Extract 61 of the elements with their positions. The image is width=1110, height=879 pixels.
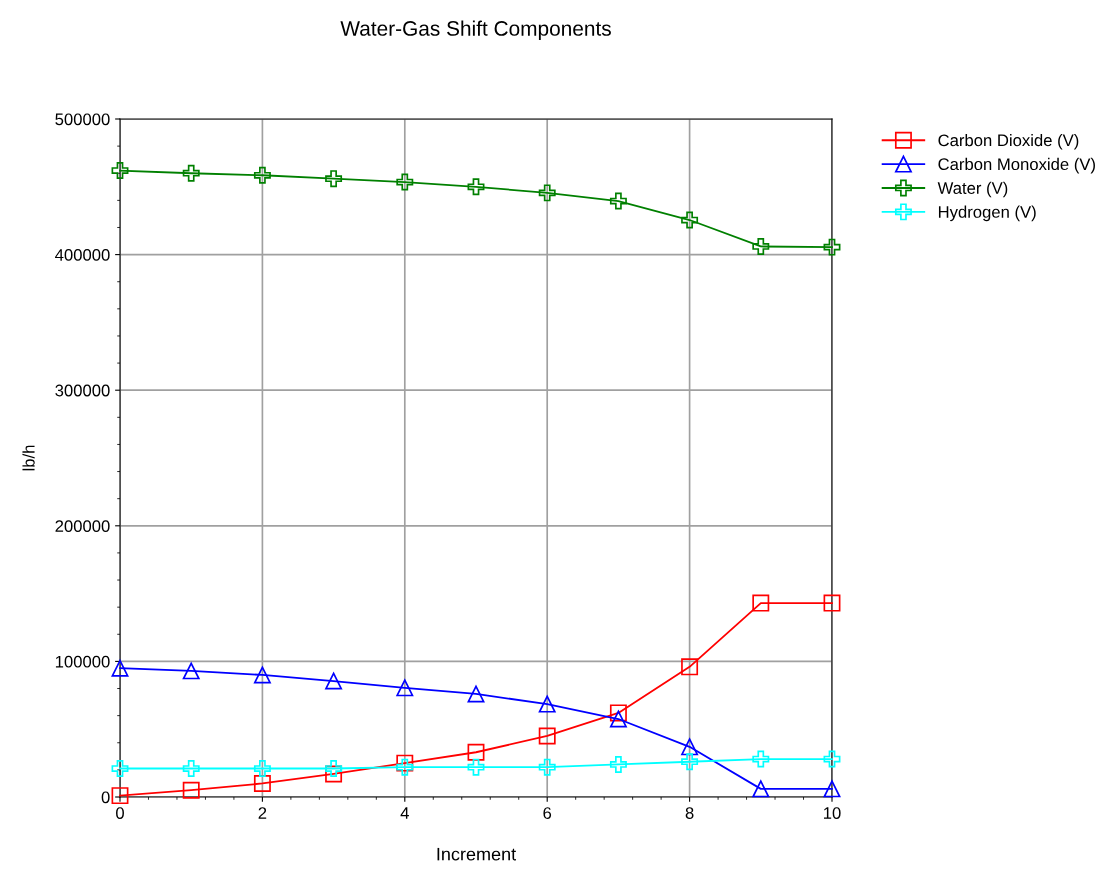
x-axis-title: Increment xyxy=(437,847,517,861)
point xyxy=(609,755,627,773)
point xyxy=(467,178,485,196)
legend-label: Water (V) xyxy=(937,181,1008,198)
y-tick-label: 400000 xyxy=(55,249,110,261)
point xyxy=(538,727,556,745)
x-tick-label: 10 xyxy=(824,807,841,819)
point xyxy=(752,594,770,612)
point xyxy=(538,695,556,713)
point xyxy=(609,704,627,722)
x-tick-label: 6 xyxy=(543,807,552,819)
chart-title: Water-Gas Shift Components xyxy=(340,20,611,40)
point xyxy=(253,774,271,792)
y-tick-label: 0 xyxy=(101,791,110,804)
y-tick-label: 300000 xyxy=(55,384,110,397)
point xyxy=(253,166,271,184)
point xyxy=(325,760,343,777)
x-tick-label: 8 xyxy=(685,807,694,819)
point xyxy=(609,710,627,728)
point xyxy=(111,787,129,805)
y-tick-label: 500000 xyxy=(55,113,110,126)
point xyxy=(396,758,414,776)
point xyxy=(182,662,200,680)
point xyxy=(325,170,343,188)
point xyxy=(111,760,129,777)
x-tick-label: 0 xyxy=(116,807,124,819)
point xyxy=(467,685,485,703)
y-tick-label: 200000 xyxy=(55,520,110,532)
point xyxy=(111,659,129,677)
point xyxy=(752,750,770,768)
legend-label: Carbon Monoxide (V) xyxy=(938,157,1095,174)
point xyxy=(823,238,841,256)
point xyxy=(681,658,699,676)
point xyxy=(681,211,699,229)
point xyxy=(538,758,556,776)
point xyxy=(609,192,627,210)
point xyxy=(752,780,770,798)
point xyxy=(823,780,841,798)
point xyxy=(253,666,271,684)
point xyxy=(111,162,129,180)
y-tick-label: 100000 xyxy=(55,655,110,668)
point xyxy=(467,743,485,761)
point xyxy=(182,164,200,182)
y-axis-title: lb/h xyxy=(22,445,35,471)
point xyxy=(823,750,841,768)
legend-label: Hydrogen (V) xyxy=(938,205,1036,222)
point xyxy=(253,760,271,777)
point xyxy=(752,237,770,255)
point xyxy=(823,594,841,612)
x-tick-label: 4 xyxy=(400,807,409,819)
point xyxy=(681,738,699,756)
x-tick-label: 2 xyxy=(258,807,267,819)
point xyxy=(182,760,200,777)
point xyxy=(396,173,414,191)
point xyxy=(538,184,556,202)
point xyxy=(182,781,200,799)
point xyxy=(325,672,343,690)
legend-label: Carbon Dioxide (V) xyxy=(938,134,1079,150)
point xyxy=(467,758,485,776)
point xyxy=(681,753,699,771)
point xyxy=(396,679,414,697)
